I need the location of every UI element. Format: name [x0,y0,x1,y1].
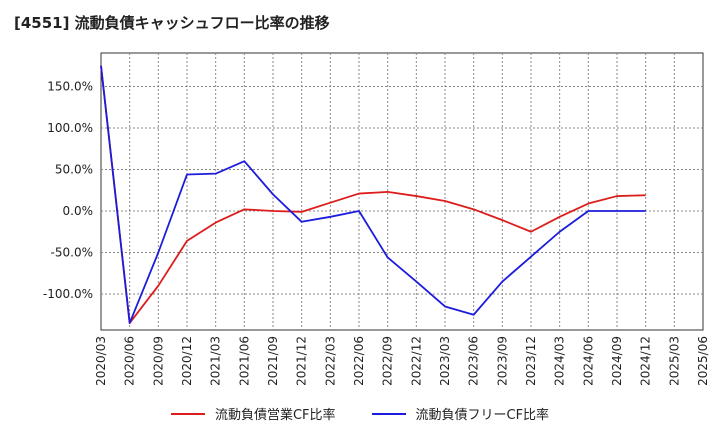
x-tick-label: 2020/09 [151,336,165,386]
y-tick-label: 50.0% [55,163,93,177]
x-tick-label: 2024/06 [581,336,595,386]
legend-swatch-red [170,412,205,415]
y-tick-label: 100.0% [47,121,93,135]
x-tick-label: 2025/06 [696,336,710,386]
legend-item-operating-cf: 流動負債営業CF比率 [170,404,336,423]
legend-item-free-cf: 流動負債フリーCF比率 [371,404,550,423]
x-tick-label: 2023/09 [495,336,509,386]
x-tick-label: 2021/12 [295,336,309,386]
x-axis-tick-labels: 2020/03 2020/06 2020/09 2020/12 2021/03 2021/… [94,336,710,386]
series-lines [100,65,646,324]
x-tick-label: 2022/12 [409,336,423,386]
x-tick-label: 2023/12 [524,336,538,386]
legend: 流動負債営業CF比率 流動負債フリーCF比率 [0,404,720,423]
legend-swatch-blue [371,412,406,415]
y-tick-label: 0.0% [63,204,94,218]
y-tick-label: -50.0% [51,246,93,260]
plot-area [100,52,704,331]
x-tick-label: 2020/06 [123,336,137,386]
x-tick-label: 2024/03 [553,336,567,386]
x-tick-label: 2020/12 [180,336,194,386]
series-line-0 [100,65,646,324]
x-tick-label: 2023/06 [467,336,481,386]
x-tick-label: 2024/09 [610,336,624,386]
legend-label: 流動負債フリーCF比率 [415,408,550,423]
x-tick-label: 2022/06 [352,336,366,386]
y-tick-label: 150.0% [47,80,93,94]
x-tick-label: 2021/06 [237,336,251,386]
legend-label: 流動負債営業CF比率 [214,408,336,423]
x-tick-label: 2020/03 [94,336,108,386]
x-tick-label: 2025/03 [667,336,681,386]
x-tick-label: 2022/03 [323,336,337,386]
x-tick-label: 2023/03 [438,336,452,386]
y-axis-tick-labels: -100.0% -50.0% 0.0% 50.0% 100.0% 150.0% [43,80,93,302]
y-tick-label: -100.0% [43,287,93,301]
x-tick-label: 2024/12 [639,336,653,386]
chart-title: [4551] 流動負債キャッシュフロー比率の推移 [14,14,330,32]
x-tick-label: 2021/09 [266,336,280,386]
series-line-1 [100,65,646,324]
x-tick-label: 2021/03 [209,336,223,386]
x-tick-label: 2022/09 [381,336,395,386]
